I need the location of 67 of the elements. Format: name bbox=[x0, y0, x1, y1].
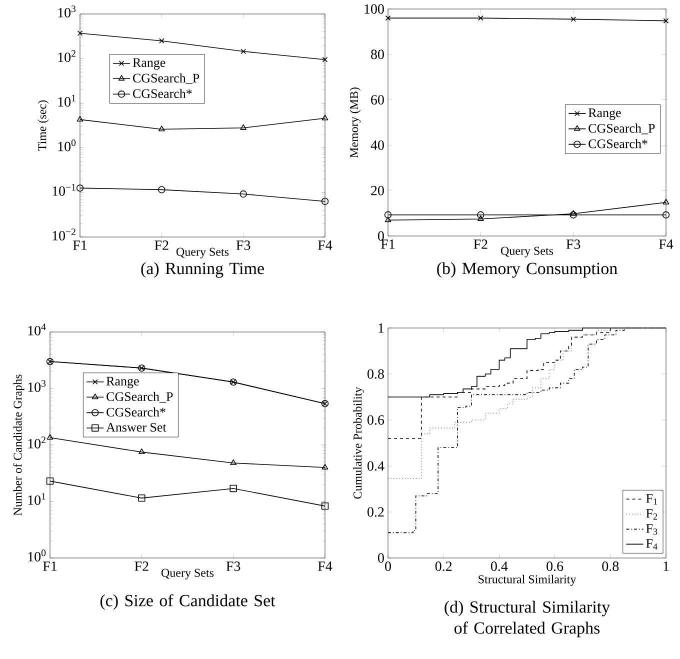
y-tick-label: 0.8 bbox=[368, 369, 384, 379]
x-tick-label: 0.6 bbox=[546, 562, 564, 572]
x-tick-label: F4 bbox=[318, 562, 332, 571]
x-tick-label: 0.4 bbox=[490, 562, 508, 572]
y-tick-label: 0.6 bbox=[368, 415, 384, 425]
y-axis-title: Cumulative Probability bbox=[353, 386, 364, 499]
legend-label: F$_{4}$ bbox=[646, 539, 658, 550]
x-tick-label: F2 bbox=[154, 240, 168, 250]
y-tick-label: 10$^{0}$ bbox=[58, 139, 76, 152]
legend-label: F$_{3}$ bbox=[646, 524, 658, 535]
x-tick-label: F1 bbox=[73, 240, 87, 250]
x-tick-label: F1 bbox=[381, 240, 395, 249]
y-tick-label: 0.4 bbox=[368, 461, 384, 471]
y-tick-label: 10$^{−2}$ bbox=[52, 228, 76, 240]
y-axis-title: Memory (MB) bbox=[350, 88, 361, 158]
y-tick-label: 10$^{1}$ bbox=[58, 94, 76, 107]
y-tick-label: 0.2 bbox=[368, 507, 384, 517]
text: (b) Memory Consumption bbox=[437, 262, 618, 278]
text: (d) Structural Similarity of Correlated Graphs bbox=[444, 600, 610, 638]
x-tick-label: 1 bbox=[664, 562, 669, 571]
y-tick-label: 10$^{2}$ bbox=[28, 436, 46, 448]
x-tick-label: F3 bbox=[226, 562, 240, 571]
text: (a) Running Time bbox=[141, 262, 264, 278]
y-tick-label: 10$^{4}$ bbox=[28, 324, 46, 336]
x-tick-label: F1 bbox=[43, 562, 57, 571]
legend-label: Range bbox=[132, 58, 166, 70]
y-tick-label: 0 bbox=[378, 553, 384, 563]
legend-label: F$_{2}$ bbox=[646, 509, 658, 520]
y-tick-label: 20 bbox=[371, 186, 384, 196]
x-tick-label: 0 bbox=[385, 562, 391, 571]
legend-label: CGSearch_P bbox=[588, 124, 655, 134]
y-tick-label: 80 bbox=[371, 50, 384, 60]
x-tick-label: F4 bbox=[318, 240, 332, 250]
legend-label: Answer Set bbox=[106, 422, 166, 432]
y-tick-label: 1 bbox=[378, 323, 384, 333]
y-tick-label: 10$^{2}$ bbox=[58, 50, 76, 62]
x-tick-label: F2 bbox=[474, 240, 488, 249]
y-tick-label: 40 bbox=[370, 140, 384, 150]
x-tick-label: 0.2 bbox=[435, 562, 452, 572]
y-tick-label: 10$^{3}$ bbox=[28, 380, 46, 392]
y-tick-label: 10$^{0}$ bbox=[28, 550, 46, 562]
x-tick-label: 0.8 bbox=[602, 562, 619, 572]
y-axis-title: Time (sec) bbox=[38, 100, 49, 151]
legend-label: Range bbox=[588, 108, 621, 120]
text: (c) Size of Candidate Set bbox=[100, 594, 276, 610]
legend-label: Range bbox=[106, 376, 139, 388]
x-axis-title: Query Sets bbox=[176, 248, 229, 258]
legend-label: CGSearch* bbox=[588, 139, 648, 148]
x-tick-label: F2 bbox=[134, 562, 148, 571]
y-tick-label: 100 bbox=[364, 4, 384, 14]
y-tick-label: 10$^{−1}$ bbox=[52, 184, 76, 196]
x-axis-title: Query Sets bbox=[161, 568, 214, 580]
x-tick-label: F3 bbox=[236, 240, 250, 250]
legend-label: CGSearch* bbox=[133, 88, 192, 98]
x-axis-title: Structural Similarity bbox=[478, 574, 576, 586]
y-axis-title: Number of Candidate Graphs bbox=[13, 374, 24, 516]
legend-label: CGSearch* bbox=[106, 407, 166, 417]
legend-label: F$_{1}$ bbox=[646, 494, 657, 505]
x-tick-label: F4 bbox=[659, 240, 674, 249]
x-tick-label: F3 bbox=[566, 240, 580, 249]
legend-label: CGSearch_P bbox=[106, 392, 173, 403]
legend-label: CGSearch_P bbox=[133, 73, 200, 84]
y-tick-label: 10$^{1}$ bbox=[28, 493, 46, 505]
y-tick-label: 10$^{3}$ bbox=[58, 6, 76, 18]
y-tick-label: 60 bbox=[371, 95, 384, 105]
x-axis-title: Query Sets bbox=[500, 246, 554, 258]
y-tick-label: 0 bbox=[378, 231, 384, 241]
